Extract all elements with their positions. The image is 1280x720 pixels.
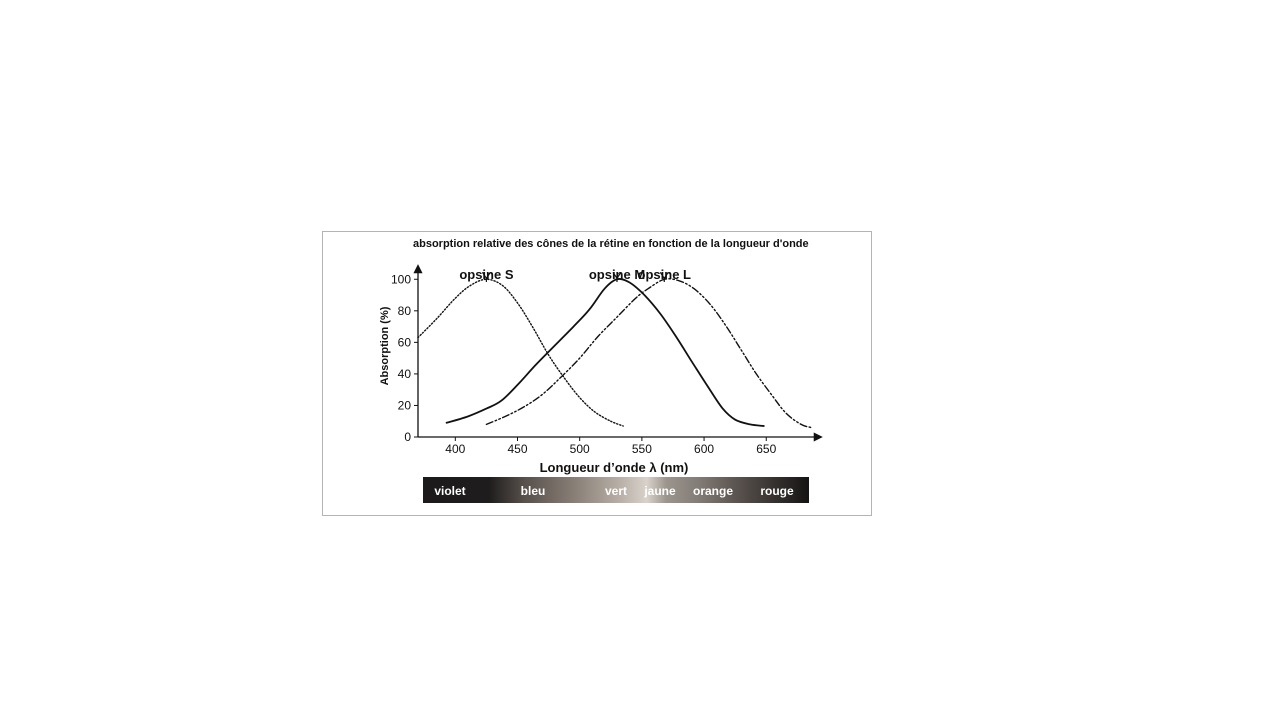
y-tick-label: 100 — [391, 272, 411, 286]
y-tick-label: 0 — [404, 430, 411, 444]
peak-arrowhead-opsine-l — [659, 271, 669, 280]
chart-title: absorption relative des cônes de la réti… — [413, 238, 809, 250]
spectrum-label-orange: orange — [693, 484, 733, 498]
spectrum-label-rouge: rouge — [760, 484, 794, 498]
spectrum-labels: violet bleu vert jaune orange rouge — [434, 484, 794, 498]
x-axis-ticks: 400 450 500 550 600 650 — [445, 437, 777, 456]
x-tick-label: 400 — [445, 442, 465, 456]
x-tick-label: 500 — [570, 442, 590, 456]
spectrum-label-bleu: bleu — [521, 484, 546, 498]
y-tick-label: 20 — [398, 398, 412, 412]
x-axis-label: Longueur d’onde λ (nm) — [540, 460, 689, 475]
x-tick-label: 450 — [507, 442, 527, 456]
spectrum-label-violet: violet — [434, 484, 465, 498]
y-tick-label: 60 — [398, 335, 412, 349]
x-tick-label: 550 — [632, 442, 652, 456]
spectrum-gradient-bar — [423, 477, 809, 503]
peak-label-opsine-s: opsine S — [459, 267, 514, 282]
peak-label-opsine-l: opsine L — [638, 267, 692, 282]
y-axis-label: Absorption (%) — [379, 306, 391, 385]
figure-panel: absorption relative des cônes de la réti… — [322, 231, 872, 516]
spectrum-band: violet bleu vert jaune orange rouge — [423, 477, 809, 503]
series-layer — [417, 278, 812, 429]
y-tick-label: 80 — [398, 304, 412, 318]
x-tick-label: 650 — [756, 442, 776, 456]
spectrum-label-jaune: jaune — [643, 484, 676, 498]
peak-arrowhead-opsine-s — [481, 271, 491, 280]
spectrum-label-vert: vert — [605, 484, 627, 498]
absorption-chart: absorption relative des cônes de la réti… — [379, 238, 823, 503]
peak-label-opsine-m: opsine M — [589, 267, 645, 282]
y-axis-ticks: 0 20 40 60 80 100 — [391, 272, 418, 444]
series-line-opsine-m — [445, 278, 765, 427]
series-line-opsine-l — [485, 278, 812, 429]
x-tick-label: 600 — [694, 442, 714, 456]
peak-arrowhead-opsine-m — [612, 271, 622, 280]
axes — [413, 264, 823, 442]
series-line-opsine-s — [417, 278, 624, 427]
y-tick-label: 40 — [398, 367, 412, 381]
